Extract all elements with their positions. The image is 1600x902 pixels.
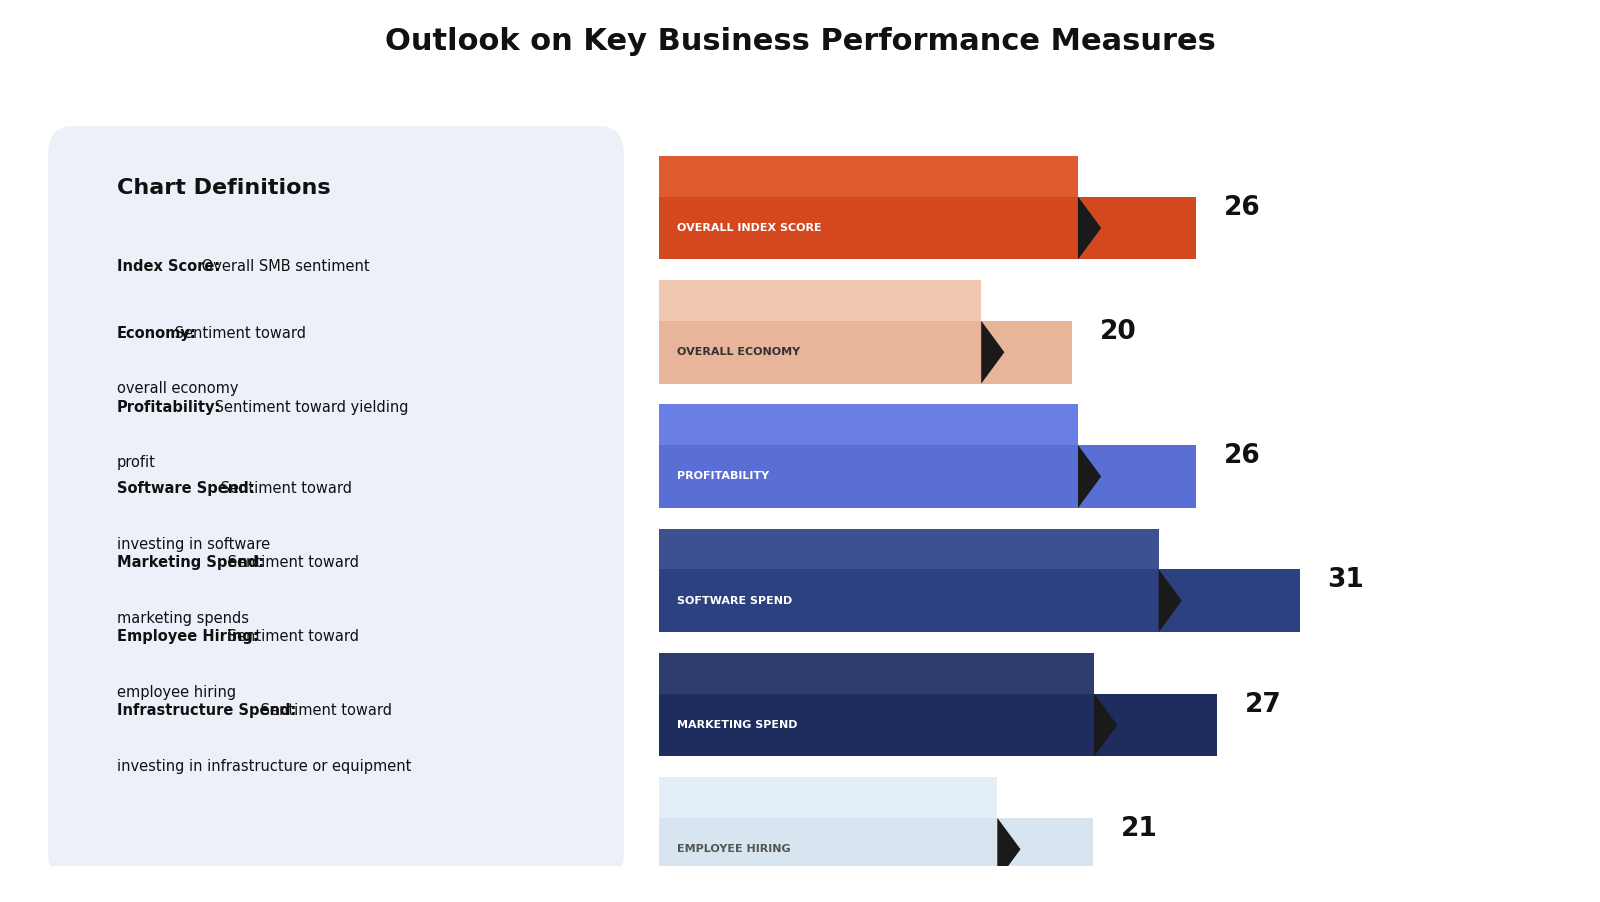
Bar: [659, 694, 1218, 757]
Polygon shape: [1078, 197, 1101, 260]
Text: Sentiment toward: Sentiment toward: [256, 704, 392, 718]
Text: Index Score:: Index Score:: [117, 260, 221, 274]
Bar: [659, 653, 1094, 694]
Bar: [659, 404, 1078, 445]
Bar: [659, 197, 1197, 260]
Text: 20: 20: [1101, 319, 1136, 345]
Bar: [659, 778, 997, 818]
Text: 26: 26: [1224, 443, 1261, 469]
Text: Economy:: Economy:: [117, 326, 197, 341]
Text: MARKETING SPEND: MARKETING SPEND: [677, 720, 798, 730]
Polygon shape: [981, 321, 1005, 383]
Bar: [659, 818, 1093, 880]
Text: OVERALL INDEX SCORE: OVERALL INDEX SCORE: [677, 223, 822, 233]
Text: Employee Hiring:: Employee Hiring:: [117, 630, 259, 644]
Polygon shape: [997, 818, 1021, 880]
Text: 27: 27: [1245, 692, 1282, 718]
Text: overall economy: overall economy: [117, 382, 238, 397]
Text: PROFITABILITY: PROFITABILITY: [677, 472, 770, 482]
Text: EMPLOYEE HIRING: EMPLOYEE HIRING: [677, 844, 790, 854]
Text: Chart Definitions: Chart Definitions: [117, 178, 331, 198]
Bar: [659, 156, 1078, 197]
Polygon shape: [1158, 569, 1182, 632]
Text: profit: profit: [117, 456, 155, 471]
Text: Profitability:: Profitability:: [117, 400, 221, 415]
Text: Sentiment toward: Sentiment toward: [222, 556, 358, 570]
Text: Outlook on Key Business Performance Measures: Outlook on Key Business Performance Meas…: [384, 27, 1216, 56]
Text: 31: 31: [1328, 567, 1365, 594]
Text: Sentiment toward: Sentiment toward: [170, 326, 306, 341]
Text: 21: 21: [1120, 816, 1157, 842]
Text: Sentiment toward: Sentiment toward: [216, 482, 352, 496]
Text: 26: 26: [1224, 195, 1261, 221]
Text: Overall SMB sentiment: Overall SMB sentiment: [197, 260, 370, 274]
Text: Sentiment toward: Sentiment toward: [222, 630, 358, 644]
Text: SOFTWARE SPEND: SOFTWARE SPEND: [677, 595, 792, 606]
Text: investing in software: investing in software: [117, 537, 270, 552]
Text: investing in infrastructure or equipment: investing in infrastructure or equipment: [117, 759, 411, 774]
Bar: [659, 321, 1072, 383]
Polygon shape: [1094, 694, 1117, 757]
Text: Sentiment toward yielding: Sentiment toward yielding: [210, 400, 408, 415]
Text: Software Spend:: Software Spend:: [117, 482, 254, 496]
Bar: [659, 529, 1158, 569]
Bar: [659, 281, 981, 321]
Text: Infrastructure Spend:: Infrastructure Spend:: [117, 704, 296, 718]
Text: Marketing Spend:: Marketing Spend:: [117, 556, 264, 570]
Bar: [659, 445, 1197, 508]
Text: employee hiring: employee hiring: [117, 685, 237, 700]
Polygon shape: [1078, 445, 1101, 508]
Bar: [659, 569, 1299, 632]
FancyBboxPatch shape: [48, 126, 624, 880]
Text: marketing spends: marketing spends: [117, 611, 250, 626]
Text: OVERALL ECONOMY: OVERALL ECONOMY: [677, 347, 800, 357]
